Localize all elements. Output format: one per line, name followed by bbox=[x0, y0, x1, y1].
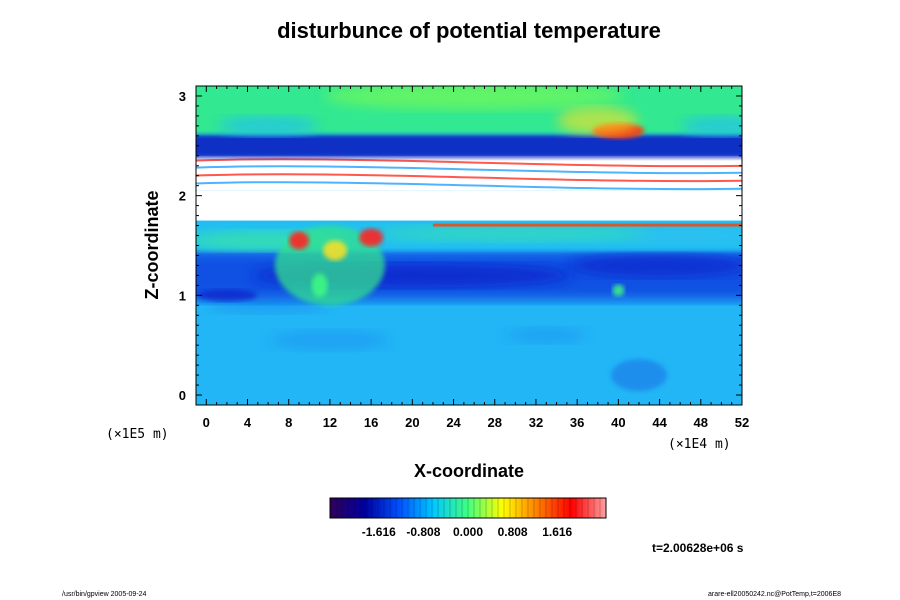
y-scale-label: (×1E5 m) bbox=[106, 427, 169, 442]
field-band bbox=[196, 190, 742, 221]
x-tick-label: 4 bbox=[244, 415, 252, 430]
y-tick-label: 1 bbox=[179, 288, 186, 303]
field-band bbox=[196, 133, 742, 158]
x-tick-labels: 0 4 8 12 16 20 24 28 32 36 40 44 48 52 bbox=[203, 415, 750, 430]
field-streak bbox=[432, 223, 742, 227]
colorbar-tick-labels: -1.616 -0.808 0.000 0.808 1.616 bbox=[362, 525, 573, 539]
x-tick-label: 16 bbox=[364, 415, 378, 430]
field-blob bbox=[208, 297, 329, 314]
x-tick-label: 0 bbox=[203, 415, 210, 430]
field-blob bbox=[569, 253, 742, 278]
chart-title: disturbunce of potential temperature bbox=[277, 18, 661, 43]
x-scale-label: (×1E4 m) bbox=[668, 437, 731, 452]
field-blob bbox=[289, 231, 310, 250]
colorbar-gradient bbox=[330, 498, 606, 518]
x-tick-label: 32 bbox=[529, 415, 543, 430]
field-streak bbox=[196, 173, 742, 183]
field-blob bbox=[324, 86, 625, 110]
field-blob bbox=[269, 330, 390, 351]
y-tick-label: 3 bbox=[179, 89, 186, 104]
field-blob bbox=[375, 225, 656, 242]
colorbar-tick-label: 0.000 bbox=[453, 525, 483, 539]
heatmap-field bbox=[196, 86, 742, 405]
colorbar-tick-label: -0.808 bbox=[406, 525, 440, 539]
field-blob bbox=[218, 115, 319, 136]
colorbar: -1.616 -0.808 0.000 0.808 1.616 bbox=[329, 497, 607, 539]
field-blob bbox=[557, 106, 638, 135]
time-label: t=2.00628e+06 s bbox=[652, 541, 744, 555]
footer-right: arare-ell20050242.nc@PotTemp,t=2006E8 bbox=[708, 591, 841, 598]
x-tick-label: 20 bbox=[405, 415, 419, 430]
field-blob bbox=[612, 284, 625, 297]
field-blob bbox=[323, 240, 348, 261]
x-tick-label: 36 bbox=[570, 415, 584, 430]
colorbar-stripes bbox=[335, 498, 601, 518]
x-tick-label: 44 bbox=[652, 415, 667, 430]
colorbar-tick-label: 1.616 bbox=[542, 525, 572, 539]
axis-ticks bbox=[196, 86, 743, 405]
x-tick-label: 40 bbox=[611, 415, 625, 430]
field-blob bbox=[311, 273, 328, 298]
y-tick-label: 2 bbox=[179, 189, 186, 204]
y-tick-label: 0 bbox=[179, 388, 186, 403]
x-tick-label: 52 bbox=[735, 415, 749, 430]
footer-left: /usr/bin/gpview 2005-09-24 bbox=[62, 591, 147, 598]
field-streak bbox=[196, 165, 742, 175]
x-tick-label: 8 bbox=[285, 415, 292, 430]
colorbar-tick-label: -1.616 bbox=[362, 525, 396, 539]
y-tick-labels: 0 1 2 3 bbox=[179, 89, 186, 403]
y-axis-label: Z-coordinate bbox=[142, 190, 162, 299]
field-blob bbox=[359, 228, 384, 247]
x-tick-label: 24 bbox=[446, 415, 461, 430]
field-structures bbox=[196, 86, 742, 405]
colorbar-tick-label: 0.808 bbox=[498, 525, 528, 539]
field-streak bbox=[196, 181, 742, 191]
x-tick-label: 12 bbox=[323, 415, 337, 430]
colorbar-frame bbox=[329, 497, 607, 519]
field-blob bbox=[196, 289, 257, 302]
x-tick-label: 28 bbox=[488, 415, 502, 430]
x-axis-label: X-coordinate bbox=[414, 461, 524, 481]
field-blob bbox=[506, 327, 587, 344]
field-blob bbox=[630, 227, 742, 244]
field-blob bbox=[681, 115, 742, 136]
field-blob bbox=[610, 359, 667, 392]
x-tick-label: 48 bbox=[694, 415, 708, 430]
field-streak bbox=[196, 158, 742, 168]
